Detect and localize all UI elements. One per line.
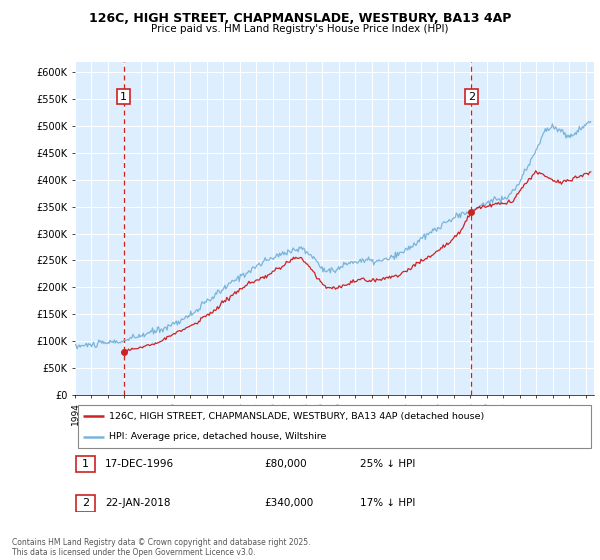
FancyBboxPatch shape [76,456,95,472]
Text: 126C, HIGH STREET, CHAPMANSLADE, WESTBURY, BA13 4AP: 126C, HIGH STREET, CHAPMANSLADE, WESTBUR… [89,12,511,25]
Text: 1: 1 [120,92,127,101]
Text: 2: 2 [82,498,89,508]
Text: 22-JAN-2018: 22-JAN-2018 [105,498,170,508]
Text: 2: 2 [468,92,475,101]
Text: HPI: Average price, detached house, Wiltshire: HPI: Average price, detached house, Wilt… [109,432,326,441]
FancyBboxPatch shape [76,496,95,511]
Text: 1: 1 [82,459,89,469]
FancyBboxPatch shape [77,404,592,448]
Text: Price paid vs. HM Land Registry's House Price Index (HPI): Price paid vs. HM Land Registry's House … [151,24,449,34]
Text: 25% ↓ HPI: 25% ↓ HPI [360,459,415,469]
Text: Contains HM Land Registry data © Crown copyright and database right 2025.
This d: Contains HM Land Registry data © Crown c… [12,538,311,557]
Text: £340,000: £340,000 [264,498,313,508]
Text: 126C, HIGH STREET, CHAPMANSLADE, WESTBURY, BA13 4AP (detached house): 126C, HIGH STREET, CHAPMANSLADE, WESTBUR… [109,412,484,421]
Text: 17% ↓ HPI: 17% ↓ HPI [360,498,415,508]
Text: £80,000: £80,000 [264,459,307,469]
Text: 17-DEC-1996: 17-DEC-1996 [105,459,174,469]
